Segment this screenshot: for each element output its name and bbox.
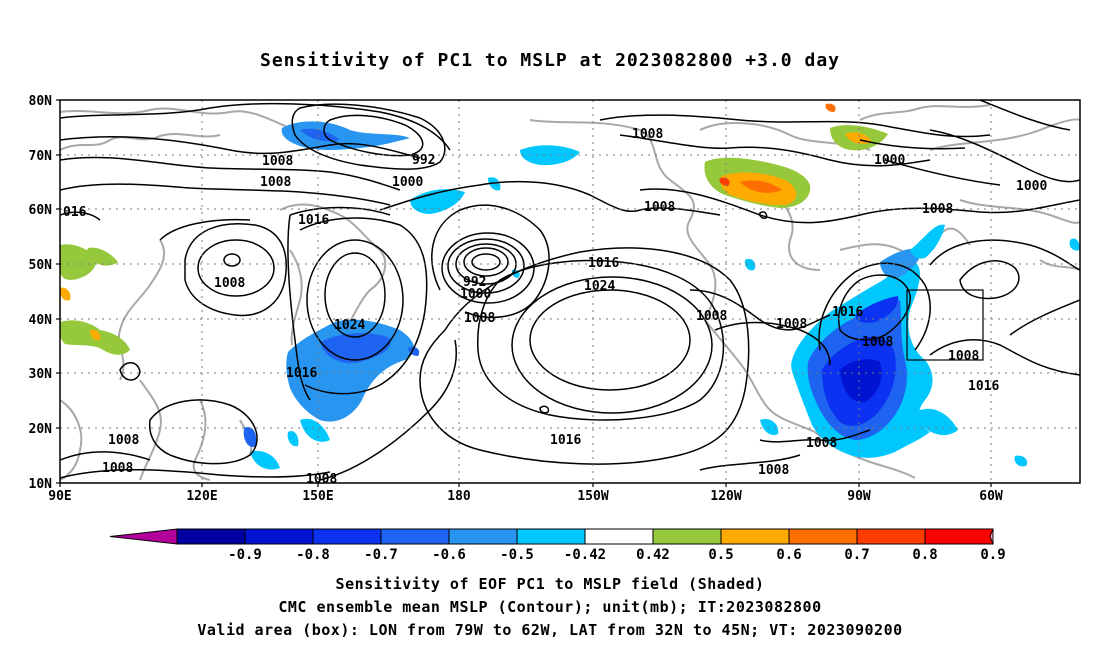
colorbar-label: 0.42 xyxy=(636,547,670,563)
contour-label: 1016 xyxy=(298,213,329,228)
lat-tick-label: 30N xyxy=(29,367,53,382)
lat-tick-label: 20N xyxy=(29,422,53,437)
colorbar-label: 0.6 xyxy=(776,547,801,563)
lon-tick-label: 120E xyxy=(186,489,217,504)
colorbar-left-arrow xyxy=(109,528,178,545)
colorbar-label: -0.9 xyxy=(228,547,262,563)
colorbar-swatch xyxy=(652,528,722,545)
axis-ticks xyxy=(56,99,992,487)
colorbar-swatch xyxy=(448,528,518,545)
contour-label: 1000 xyxy=(1016,179,1047,194)
contour-label: 1024 xyxy=(334,318,365,333)
contour-label: 1016 xyxy=(550,433,581,448)
contour-label: 1008 xyxy=(758,463,789,478)
contour-label: 1008 xyxy=(102,461,133,476)
map-title: Sensitivity of PC1 to MSLP at 2023082800… xyxy=(259,50,840,71)
colorbar-swatch xyxy=(720,528,790,545)
contour-label: 1008 xyxy=(260,175,291,190)
colorbar-right-arrow xyxy=(989,528,994,545)
contour-label: 1016 xyxy=(286,366,317,381)
colorbar-label: -0.42 xyxy=(564,547,606,563)
caption-line-3: Valid area (box): LON from 79W to 62W, L… xyxy=(197,621,903,639)
valid-area-box xyxy=(906,289,984,361)
lon-tick-label: 120W xyxy=(710,489,741,504)
contour-label: 1008 xyxy=(644,200,675,215)
contour-label: 1016 xyxy=(832,305,863,320)
colorbar-swatch xyxy=(788,528,858,545)
mslp-contours xyxy=(60,100,1080,481)
contour-label: 1016 xyxy=(588,256,619,271)
colorbar-label: -0.6 xyxy=(432,547,466,563)
caption-line-1: Sensitivity of EOF PC1 to MSLP field (Sh… xyxy=(335,575,765,593)
contour-label: 1008 xyxy=(776,317,807,332)
colorbar-label: 0.9 xyxy=(980,547,1005,563)
colorbar-swatch xyxy=(516,528,586,545)
colorbar-swatch xyxy=(176,528,246,545)
contour-label: 992 xyxy=(463,275,486,290)
contour-label: 1008 xyxy=(306,472,337,487)
contour-label: 1008 xyxy=(632,127,663,142)
colorbar: -0.9 -0.8 -0.7 -0.6 -0.5 -0.42 0.42 0.5 0.6 0.7 0.… xyxy=(109,528,1006,563)
contour-label: 016 xyxy=(63,205,87,220)
colorbar-swatch xyxy=(244,528,314,545)
contour-label: 992 xyxy=(412,153,435,168)
contour-label: 1008 xyxy=(862,335,893,350)
contour-label: 1000 xyxy=(392,175,423,190)
negative-patch-arctic xyxy=(281,121,410,150)
colorbar-swatch xyxy=(380,528,450,545)
lon-tick-label: 90W xyxy=(847,489,871,504)
contour-label: 1008 xyxy=(108,433,139,448)
colorbar-label: 0.7 xyxy=(844,547,869,563)
colorbar-swatch xyxy=(856,528,926,545)
lon-tick-label: 60W xyxy=(979,489,1003,504)
contour-label: 1008 xyxy=(922,202,953,217)
lon-tick-label: 150W xyxy=(577,489,608,504)
lat-tick-label: 60N xyxy=(29,203,53,218)
colorbar-swatch xyxy=(312,528,382,545)
map-frame xyxy=(59,99,1081,484)
colorbar-label: 0.5 xyxy=(708,547,733,563)
contour-label: 1000 xyxy=(460,287,491,302)
lon-tick-label: 150E xyxy=(302,489,333,504)
contour-label: 1000 xyxy=(874,153,905,168)
lon-tick-label: 180 xyxy=(447,489,471,504)
colorbar-label: -0.5 xyxy=(500,547,534,563)
lon-tick-label: 90E xyxy=(48,489,71,504)
contour-label: 1008 xyxy=(262,154,293,169)
lat-tick-label: 40N xyxy=(29,313,53,328)
graticule xyxy=(60,100,1080,483)
contour-label: 1008 xyxy=(948,349,979,364)
contour-label: 1024 xyxy=(584,279,615,294)
lat-tick-label: 50N xyxy=(29,258,53,273)
colorbar-label: -0.7 xyxy=(364,547,398,563)
contour-label: 1008 xyxy=(464,311,495,326)
contour-label: 1016 xyxy=(968,379,999,394)
lat-tick-label: 70N xyxy=(29,149,53,164)
contour-label: 1008 xyxy=(696,309,727,324)
colorbar-swatch xyxy=(584,528,654,545)
colorbar-label: -0.8 xyxy=(296,547,330,563)
colorbar-swatch xyxy=(924,528,994,545)
contour-label: 1008 xyxy=(214,276,245,291)
contour-label: 1008 xyxy=(806,436,837,451)
lat-tick-label: 80N xyxy=(29,94,53,109)
colorbar-label: 0.8 xyxy=(912,547,937,563)
lat-tick-label: 10N xyxy=(29,477,53,492)
caption-line-2: CMC ensemble mean MSLP (Contour); unit(m… xyxy=(278,598,822,616)
